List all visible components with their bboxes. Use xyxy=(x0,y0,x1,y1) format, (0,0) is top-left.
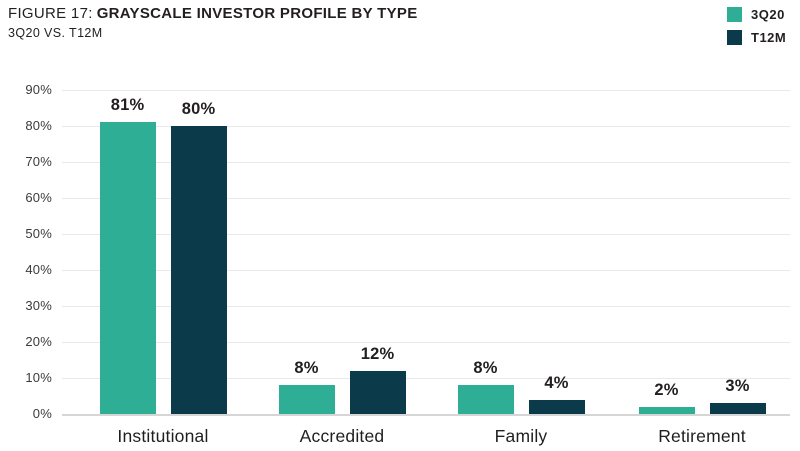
gridline xyxy=(62,126,790,127)
gridline xyxy=(62,162,790,163)
figure-label: FIGURE 17: xyxy=(8,5,93,22)
value-label-t12m-institutional: 80% xyxy=(181,100,216,118)
bar-3q20-institutional xyxy=(99,122,156,414)
category-label-family: Family xyxy=(494,426,548,446)
y-tick-label: 40% xyxy=(25,262,52,277)
value-label-3q20-institutional: 81% xyxy=(110,96,145,115)
y-tick-label: 10% xyxy=(25,370,52,385)
legend-swatch-t12m xyxy=(727,30,742,45)
y-tick-label: 90% xyxy=(25,82,52,97)
figure-title: FIGURE 17: GRAYSCALE INVESTOR PROFILE BY … xyxy=(8,5,418,22)
category-label-retirement: Retirement xyxy=(658,426,746,446)
gridline xyxy=(62,270,790,271)
value-label-3q20-accredited: 8% xyxy=(294,359,319,378)
bar-3q20-family xyxy=(457,385,514,414)
value-label-t12m-family: 4% xyxy=(544,373,569,392)
legend-item-3q20: 3Q20 xyxy=(727,7,787,22)
gridline xyxy=(62,198,790,199)
y-tick-label: 60% xyxy=(25,190,52,205)
y-tick-label: 70% xyxy=(25,154,52,169)
gridline xyxy=(62,90,790,91)
gridline xyxy=(62,306,790,307)
legend-label-t12m: T12M xyxy=(751,30,787,45)
legend-label-3q20: 3Q20 xyxy=(751,7,785,22)
bar-3q20-retirement xyxy=(638,406,695,414)
bar-3q20-accredited xyxy=(278,385,335,414)
gridline xyxy=(62,342,790,343)
x-axis-baseline xyxy=(62,414,790,416)
value-label-3q20-family: 8% xyxy=(473,359,498,378)
chart-header: FIGURE 17: GRAYSCALE INVESTOR PROFILE BY … xyxy=(8,5,418,40)
y-tick-label: 0% xyxy=(32,406,52,421)
category-label-institutional: Institutional xyxy=(117,426,209,446)
gridline xyxy=(62,234,790,235)
value-label-t12m-retirement: 3% xyxy=(725,377,750,396)
legend-item-t12m: T12M xyxy=(727,30,787,45)
y-tick-label: 50% xyxy=(25,226,52,241)
figure-title-text: GRAYSCALE INVESTOR PROFILE BY TYPE xyxy=(96,5,418,22)
bar-t12m-retirement xyxy=(709,403,766,414)
y-tick-label: 30% xyxy=(25,298,52,313)
bar-t12m-institutional xyxy=(170,126,227,414)
category-label-accredited: Accredited xyxy=(299,426,385,446)
gridline xyxy=(62,378,790,379)
value-label-3q20-retirement: 2% xyxy=(654,380,679,399)
figure-subtitle: 3Q20 VS. T12M xyxy=(8,26,103,40)
y-tick-label: 80% xyxy=(25,118,52,133)
y-tick-label: 20% xyxy=(25,334,52,349)
bar-t12m-accredited xyxy=(349,370,406,414)
value-label-t12m-accredited: 12% xyxy=(360,344,395,363)
bar-t12m-family xyxy=(528,399,585,414)
legend: 3Q20 T12M xyxy=(727,7,787,45)
legend-swatch-3q20 xyxy=(727,7,742,22)
